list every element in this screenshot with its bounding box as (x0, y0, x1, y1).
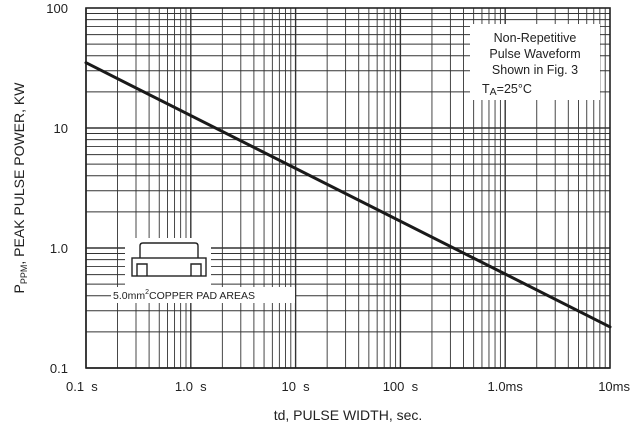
y-tick-label: 1.0 (50, 241, 68, 256)
x-axis-label: td, PULSE WIDTH, sec. (274, 407, 423, 423)
annotation-line-2: Pulse Waveform (489, 47, 580, 61)
annotation-temperature: TA=25°C (482, 82, 532, 98)
annotation-line-1: Non-Repetitive (494, 31, 577, 45)
x-tick-label: 1.0 s (175, 379, 207, 394)
grid-lines (85, 8, 610, 369)
plot-frame (85, 7, 611, 369)
annotation-box (470, 24, 600, 100)
x-tick-label: 10 s (282, 379, 311, 394)
y-tick-label: 10 (54, 121, 68, 136)
series-line (84, 61, 612, 329)
package-icon (125, 238, 211, 294)
x-tick-labels: 0.1 s 1.0 s 10 s 100 s 1.0ms 10ms (66, 379, 630, 394)
x-tick-label: 1.0ms (487, 379, 523, 394)
pad-label: 5.0mm2COPPER PAD AREAS (113, 289, 255, 302)
x-tick-label: 100 s (383, 379, 419, 394)
y-axis-label: PPPM, PEAK PULSE POWER, KW (11, 82, 29, 294)
y-tick-label: 100 (46, 1, 68, 16)
annotation-line-3: Shown in Fig. 3 (492, 63, 578, 77)
x-tick-label: 0.1 s (66, 379, 98, 394)
y-tick-label: 0.1 (50, 361, 68, 376)
y-tick-labels: 0.1 1.0 10 100 (46, 1, 68, 376)
pad-label-box (111, 287, 295, 303)
x-tick-label: 10ms (598, 379, 630, 394)
